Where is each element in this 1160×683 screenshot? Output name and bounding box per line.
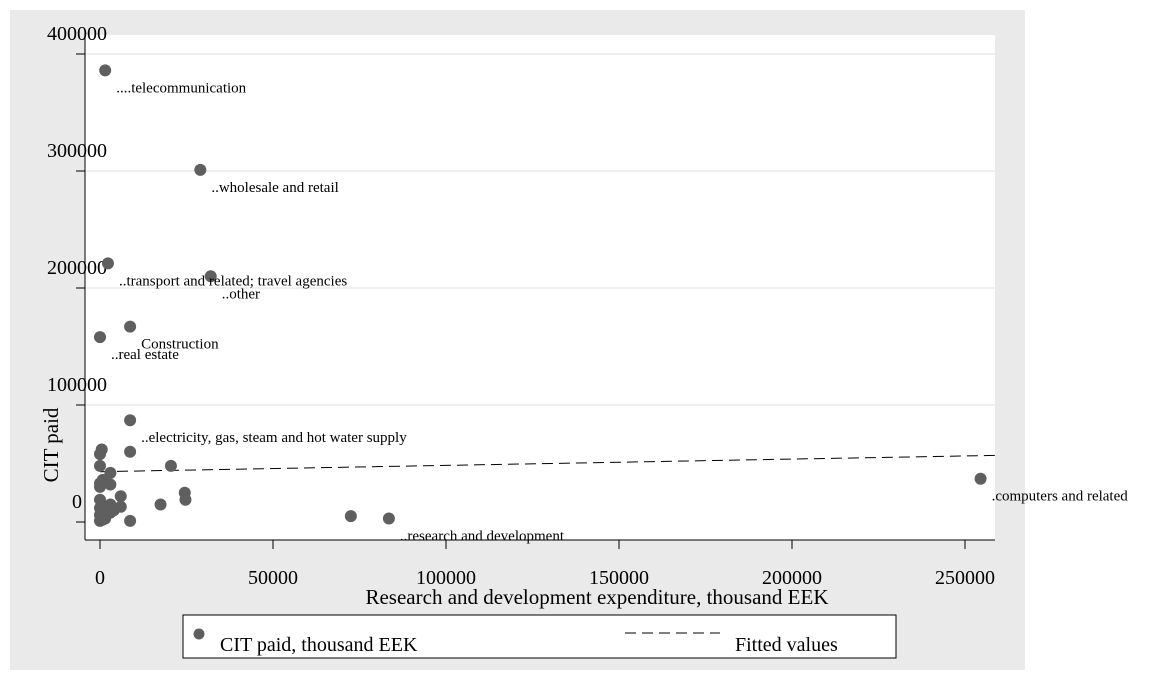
data-point [99,64,112,77]
legend: CIT paid, thousand EEK Fitted values [182,614,897,659]
legend-box [182,614,897,659]
x-axis-title: Research and development expenditure, th… [365,585,828,609]
fitted-line-layer [99,454,1000,473]
point-label: ..electricity, gas, steam and hot water … [141,430,407,446]
data-point [194,163,207,176]
y-tick-label: 100000 [47,374,107,396]
point-label: ..real estate [111,347,179,363]
x-tick-label: 200000 [762,567,822,589]
scatter-points [94,64,987,527]
data-point [104,466,117,479]
data-point [974,472,987,485]
x-tick-label: 250000 [935,567,995,589]
legend-marker-cit [193,628,205,640]
data-point [114,490,127,503]
grid-lines [85,53,995,406]
data-point [124,320,137,333]
data-point [382,512,395,525]
data-point [101,257,114,270]
point-label: ..research and development [400,528,565,544]
y-tick-label: 300000 [47,140,107,162]
fitted-line [99,454,1000,473]
point-label: ....telecommunication [116,80,246,96]
y-tick-label: 200000 [47,257,107,279]
point-label: ..transport and related; travel agencies [119,273,347,289]
data-point [179,493,192,506]
y-axis-title: CIT paid [39,407,63,482]
data-point [94,331,106,344]
legend-label-cit: CIT paid, thousand EEK [220,634,418,656]
point-label: Construction [141,337,219,353]
x-tick-label: 150000 [589,567,649,589]
data-point [94,448,106,461]
x-tick-label: 50000 [248,567,298,589]
data-point [94,480,106,493]
y-tick-label: 400000 [47,23,107,45]
data-point [164,459,177,472]
axes: 0 100000 200000 300000 400000 0 50000 100000 150… [47,23,995,589]
y-tick-label: 0 [72,491,82,513]
data-point [124,514,137,527]
data-point [99,512,112,525]
data-point [94,459,106,472]
x-tick-label: 0 [95,567,105,589]
data-point [204,270,217,283]
x-tick-label: 100000 [416,567,476,589]
point-label: ..other [222,286,260,302]
legend-label-fitted: Fitted values [735,634,838,656]
point-label: .computers and related [992,489,1129,505]
point-label: ..wholesale and retail [211,180,338,196]
point-labels: ....telecommunication ..wholesale and ret… [111,80,1128,544]
data-point [107,504,120,517]
data-point [124,445,137,458]
data-point [344,510,357,523]
data-point [124,414,137,427]
data-point [154,498,167,511]
